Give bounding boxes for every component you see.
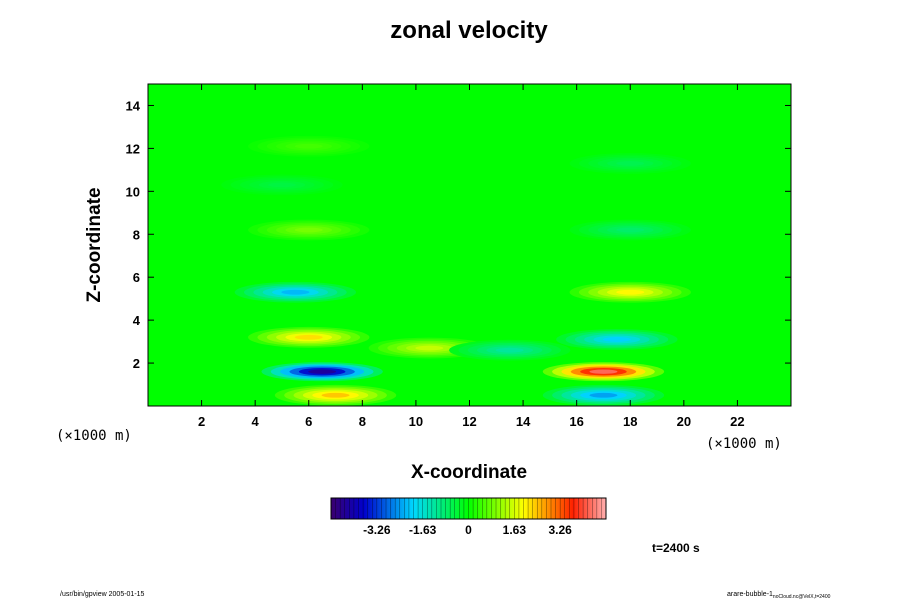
y-scale-note: (×1000 m) xyxy=(56,428,132,444)
heatmap-feature xyxy=(449,339,571,361)
heatmap-contour xyxy=(321,392,350,398)
colorbar-tick-label: 1.63 xyxy=(503,523,527,537)
heatmap-feature xyxy=(542,362,665,382)
x-tick-label: 6 xyxy=(305,414,312,429)
heatmap-contour xyxy=(294,334,323,340)
x-axis: 2 4 6 8 10 12 14 16 18 20 22 xyxy=(198,84,745,429)
x-tick-label: 12 xyxy=(462,414,476,429)
y-tick-label: 8 xyxy=(133,227,140,242)
plot-area xyxy=(148,84,791,406)
heatmap-feature xyxy=(248,326,370,348)
heatmap-contour xyxy=(495,347,524,353)
footer-left: /usr/bin/gpview 2005-01-15 xyxy=(60,591,145,598)
heatmap-feature xyxy=(234,281,357,303)
x-tick-label: 2 xyxy=(198,414,205,429)
heatmap-feature xyxy=(248,219,370,241)
footer-right-sub: noCloud.nc@VelX,t=2400 xyxy=(773,594,831,600)
heatmap-contour xyxy=(294,143,323,149)
heatmap-contour xyxy=(616,161,645,166)
colorbar: -3.26 -1.63 0 1.63 3.26 xyxy=(330,497,607,537)
time-label: t=2400 s xyxy=(652,541,700,555)
y-tick-label: 4 xyxy=(133,313,141,328)
x-axis-title: X-coordinate xyxy=(411,462,527,483)
heatmap-contour xyxy=(616,289,645,295)
heatmap-contour xyxy=(267,182,296,188)
heatmap-contour xyxy=(308,369,337,374)
heatmap-feature xyxy=(248,135,370,157)
heatmap-contour xyxy=(415,345,444,351)
x-tick-label: 16 xyxy=(569,414,583,429)
footer-right: arare-bubble-1noCloud.nc@VelX,t=2400 xyxy=(727,591,831,600)
x-tick-label: 14 xyxy=(516,414,531,429)
colorbar-tick-label: 0 xyxy=(465,523,472,537)
footer-right-main: arare-bubble-1 xyxy=(727,591,773,598)
heatmap-feature xyxy=(556,329,678,350)
heatmap-contour xyxy=(616,227,645,233)
x-tick-label: 10 xyxy=(409,414,423,429)
y-tick-label: 10 xyxy=(126,184,140,199)
heatmap-feature xyxy=(221,174,343,196)
heatmap-feature xyxy=(542,384,665,406)
y-axis: 2 4 6 8 10 12 14 xyxy=(126,98,791,371)
x-tick-label: 18 xyxy=(623,414,637,429)
x-tick-label: 8 xyxy=(359,414,366,429)
heatmap-feature xyxy=(569,219,691,241)
heatmap-contour xyxy=(602,337,631,342)
heatmap-contour xyxy=(589,392,618,398)
x-tick-label: 22 xyxy=(730,414,744,429)
y-tick-label: 2 xyxy=(133,356,140,371)
heatmap-feature xyxy=(261,362,383,382)
heatmap-feature xyxy=(569,153,691,174)
x-tick-label: 4 xyxy=(252,414,260,429)
colorbar-tick-label: -1.63 xyxy=(409,523,437,537)
heatmap-contour xyxy=(281,289,310,295)
y-tick-label: 6 xyxy=(133,270,140,285)
heatmap-feature xyxy=(569,281,691,303)
heatmap-contour xyxy=(294,227,323,233)
chart-title: zonal velocity xyxy=(390,17,548,44)
heatmap-contour xyxy=(589,369,618,374)
colorbar-tick-label: -3.26 xyxy=(363,523,391,537)
x-tick-label: 20 xyxy=(677,414,691,429)
x-scale-note: (×1000 m) xyxy=(706,436,782,452)
y-axis-title: Z-coordinate xyxy=(84,187,105,302)
y-tick-label: 14 xyxy=(126,98,141,113)
heatmap-feature xyxy=(274,384,397,406)
colorbar-tick-label: 3.26 xyxy=(548,523,572,537)
y-tick-label: 12 xyxy=(126,141,140,156)
